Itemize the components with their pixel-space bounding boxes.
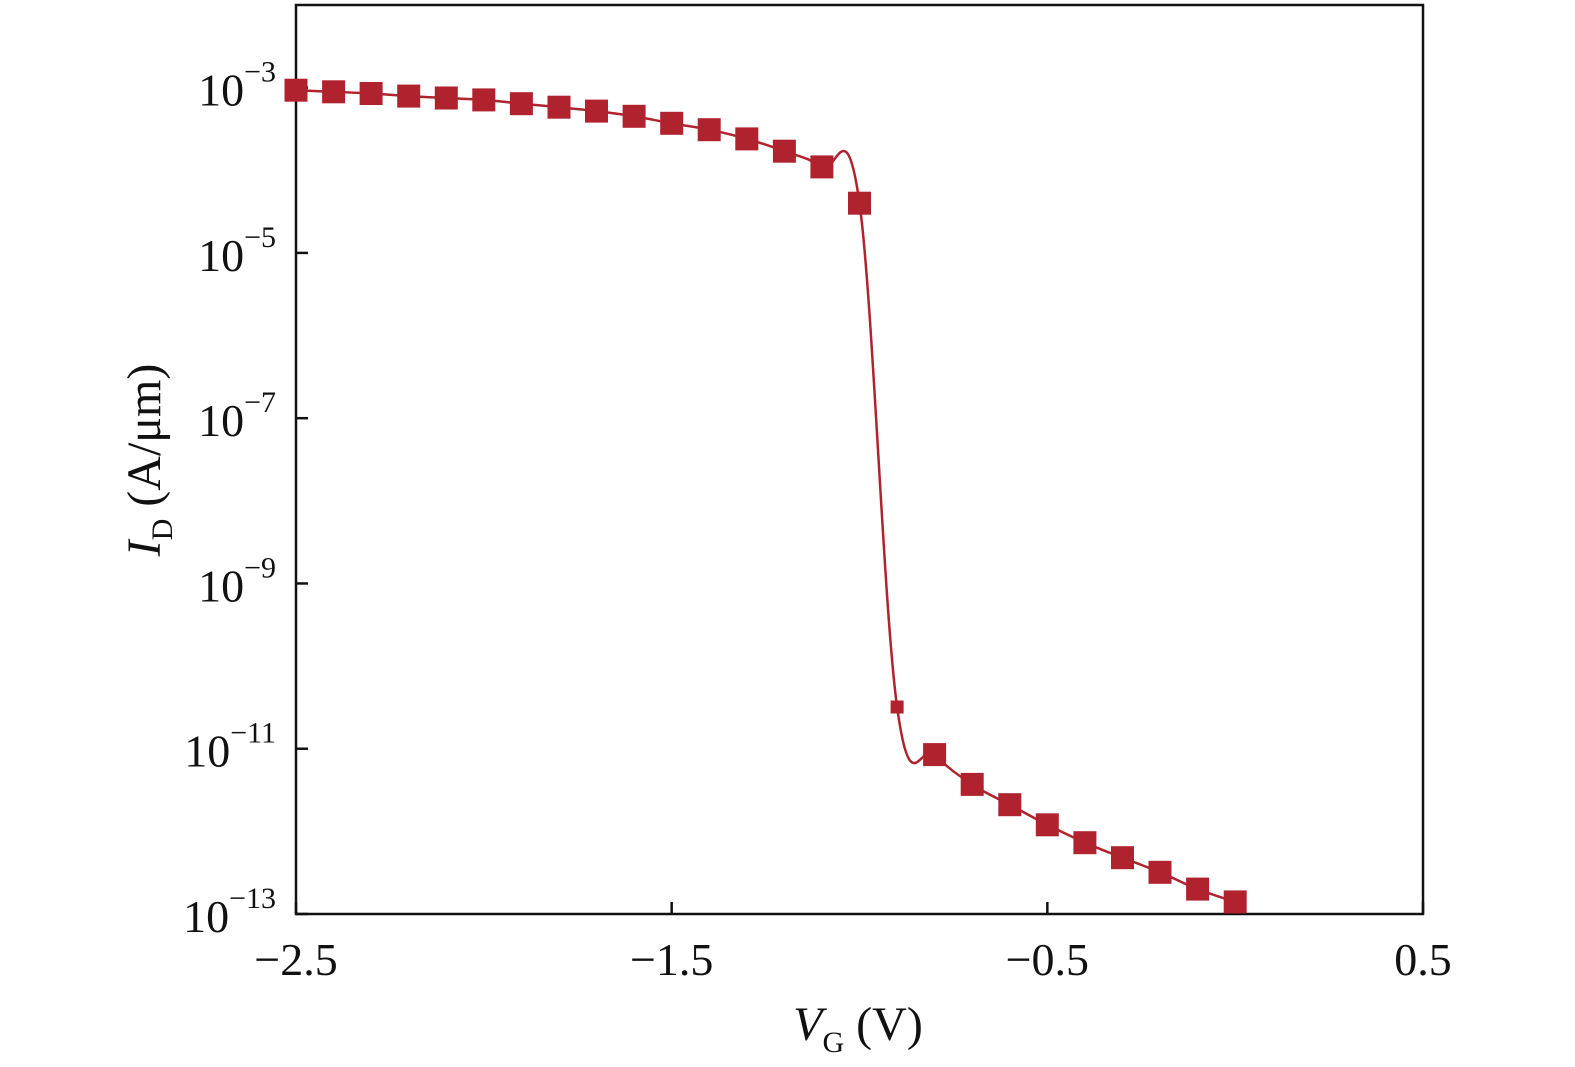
data-point [397,84,421,108]
data-point [622,104,646,128]
data-point [359,82,383,105]
data-point [735,127,759,151]
y-axis-subscript: D [146,519,179,541]
data-point [1186,877,1210,901]
data-point [772,139,796,163]
data-point [1073,831,1097,855]
data-point [660,111,684,135]
y-tick-label: 10−7 [198,386,276,446]
x-axis-subscript: G [823,1026,845,1059]
y-tick-label: 10−3 [198,56,276,116]
data-point [960,772,984,796]
data-point [810,155,834,179]
data-point [697,118,721,142]
series-markers [284,78,1247,914]
y-tick-label: 10−11 [184,717,276,777]
x-axis-symbol: V [793,998,827,1051]
y-axis-unit: (A/μm) [118,364,171,507]
data-point [890,700,904,714]
data-point [1035,813,1059,837]
x-tick-label: −0.5 [1006,934,1089,985]
plot-frame [294,3,1425,916]
x-tick-label: 0.5 [1394,934,1452,985]
data-point [848,191,871,215]
x-tick-label: −2.5 [254,934,337,985]
data-point [1111,846,1134,870]
data-point [284,78,308,102]
y-axis-title: ID (A/μm) [118,364,179,558]
data-point [923,743,947,767]
y-axis-ticks: 10−13 10−11 10−9 10−7 10−5 10−3 [183,56,308,942]
x-axis-ticks: −2.5 −1.5 −0.5 0.5 [254,902,1452,985]
y-tick-label: 10−5 [198,221,276,281]
data-point [585,99,608,123]
data-point [1148,860,1172,884]
data-point [472,88,496,112]
data-point [547,95,571,119]
data-point [1223,890,1247,914]
y-tick-label: 10−9 [198,551,276,611]
x-axis-title: VG (V) [793,998,923,1059]
data-point [322,80,346,104]
y-axis-symbol: I [118,538,171,557]
x-tick-label: −1.5 [630,934,713,985]
data-point [509,92,533,116]
y-tick-label: 10−13 [183,882,276,942]
data-point [998,793,1022,817]
x-axis-unit: (V) [856,998,923,1051]
series-line [295,88,1236,904]
data-point [434,86,458,110]
